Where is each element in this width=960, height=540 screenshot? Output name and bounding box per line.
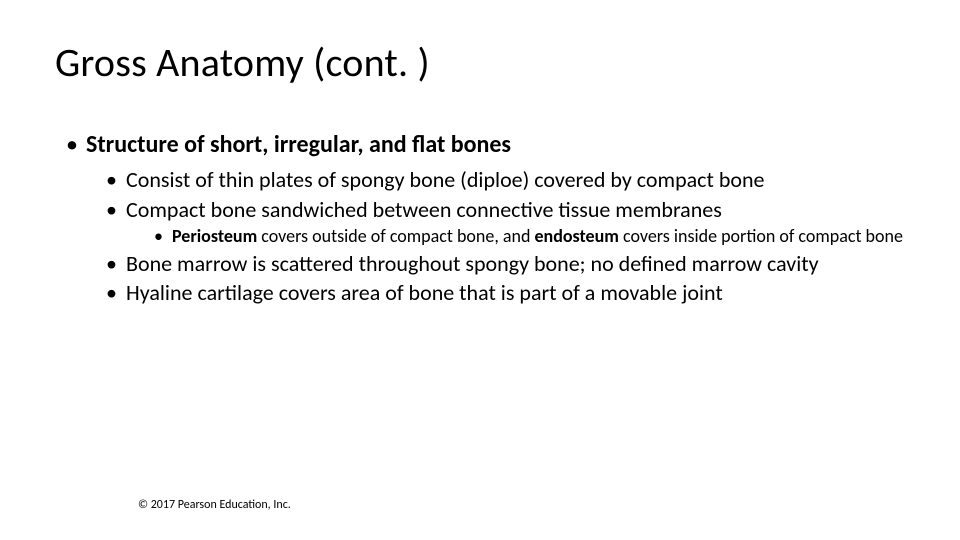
text-run: covers inside portion of compact bone bbox=[619, 225, 903, 247]
list-item: Periosteum covers outside of compact bon… bbox=[148, 225, 905, 248]
list-item: Consist of thin plates of spongy bone (d… bbox=[100, 166, 905, 194]
copyright-text: © 2017 Pearson Education, Inc. bbox=[138, 498, 291, 512]
bold-term: Periosteum bbox=[172, 225, 257, 247]
text-run: covers outside of compact bone, and bbox=[257, 225, 534, 247]
l2-text: Compact bone sandwiched between connecti… bbox=[126, 196, 722, 223]
list-item: Hyaline cartilage covers area of bone th… bbox=[100, 279, 905, 307]
bullet-list-l2: Consist of thin plates of spongy bone (d… bbox=[86, 166, 905, 307]
list-item: Structure of short, irregular, and flat … bbox=[60, 130, 905, 307]
slide: Gross Anatomy (cont. ) Structure of shor… bbox=[0, 0, 960, 540]
l1-text: Structure of short, irregular, and flat … bbox=[86, 130, 511, 159]
bold-term: endosteum bbox=[535, 225, 619, 247]
bullet-list-l1: Structure of short, irregular, and flat … bbox=[60, 130, 905, 307]
list-item: Compact bone sandwiched between connecti… bbox=[100, 196, 905, 248]
slide-title: Gross Anatomy (cont. ) bbox=[55, 38, 430, 87]
list-item: Bone marrow is scattered throughout spon… bbox=[100, 250, 905, 278]
bullet-list-l3: Periosteum covers outside of compact bon… bbox=[126, 225, 905, 248]
slide-content: Structure of short, irregular, and flat … bbox=[60, 130, 905, 311]
